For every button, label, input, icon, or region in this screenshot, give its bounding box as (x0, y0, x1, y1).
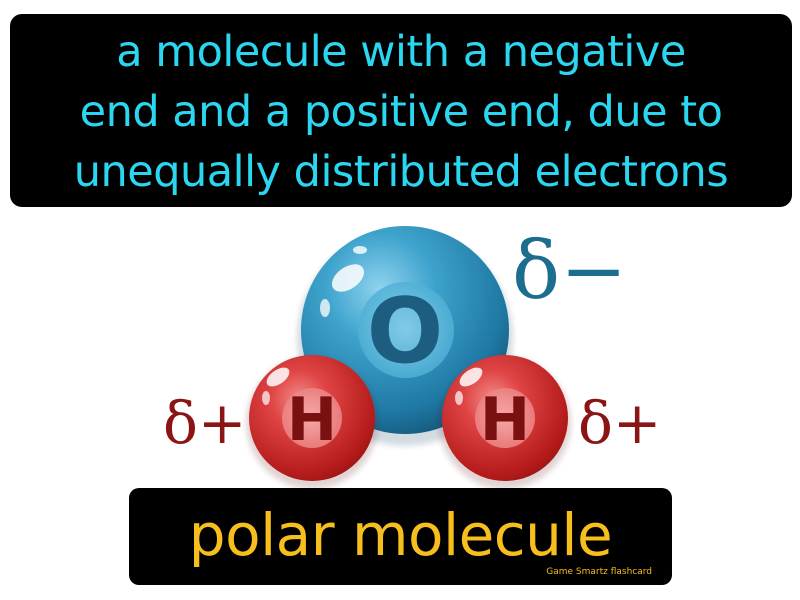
hydrogen-atom-right: H (439, 355, 571, 489)
hydrogen-atom-left: H (246, 355, 378, 489)
definition-line: unequally distributed electrons (73, 146, 729, 197)
charge-label-hydrogen-right: δ+ (578, 389, 662, 457)
definition-line: end and a positive end, due to (79, 86, 723, 137)
brand-caption: Game Smartz flashcard (546, 567, 652, 577)
definition-line: a molecule with a negative (116, 26, 686, 77)
hydrogen-label-left: H (287, 385, 337, 455)
term-title: polar molecule (188, 501, 613, 569)
charge-label-oxygen: δ− (512, 224, 627, 317)
hydrogen-label-right: H (480, 385, 530, 455)
oxygen-label: O (367, 279, 444, 384)
term-box: polar molecule Game Smartz flashcard (129, 488, 672, 585)
charge-label-hydrogen-left: δ+ (163, 389, 247, 457)
definition-box: a molecule with a negative end and a pos… (10, 14, 792, 207)
